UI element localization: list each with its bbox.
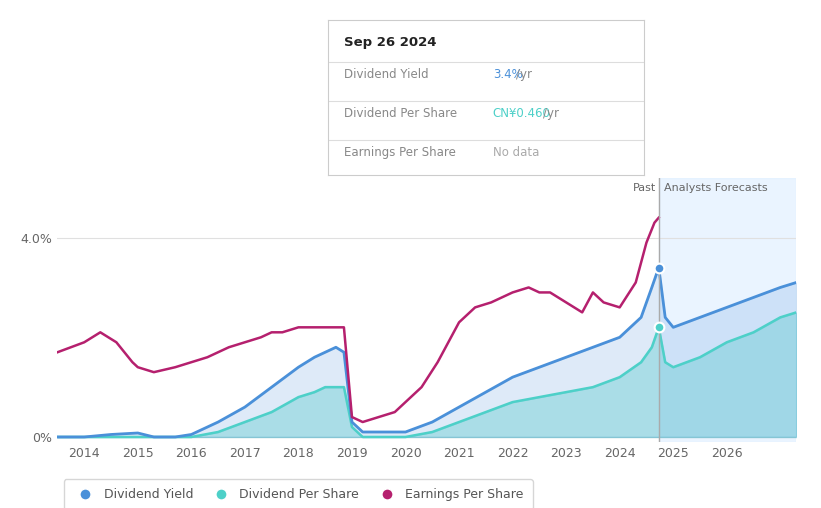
Text: Dividend Per Share: Dividend Per Share [344,107,457,120]
Text: No data: No data [493,146,539,159]
Text: /yr: /yr [544,107,559,120]
Text: 3.4%: 3.4% [493,69,522,81]
Text: Past: Past [633,183,656,193]
Text: /yr: /yr [516,69,533,81]
Text: Analysts Forecasts: Analysts Forecasts [664,183,768,193]
Bar [658,178,796,442]
Legend: Dividend Yield, Dividend Per Share, Earnings Per Share: Dividend Yield, Dividend Per Share, Earn… [64,479,533,508]
Text: Earnings Per Share: Earnings Per Share [344,146,456,159]
Text: CN¥0.460: CN¥0.460 [493,107,551,120]
Text: Dividend Yield: Dividend Yield [344,69,429,81]
Text: Sep 26 2024: Sep 26 2024 [344,36,437,49]
